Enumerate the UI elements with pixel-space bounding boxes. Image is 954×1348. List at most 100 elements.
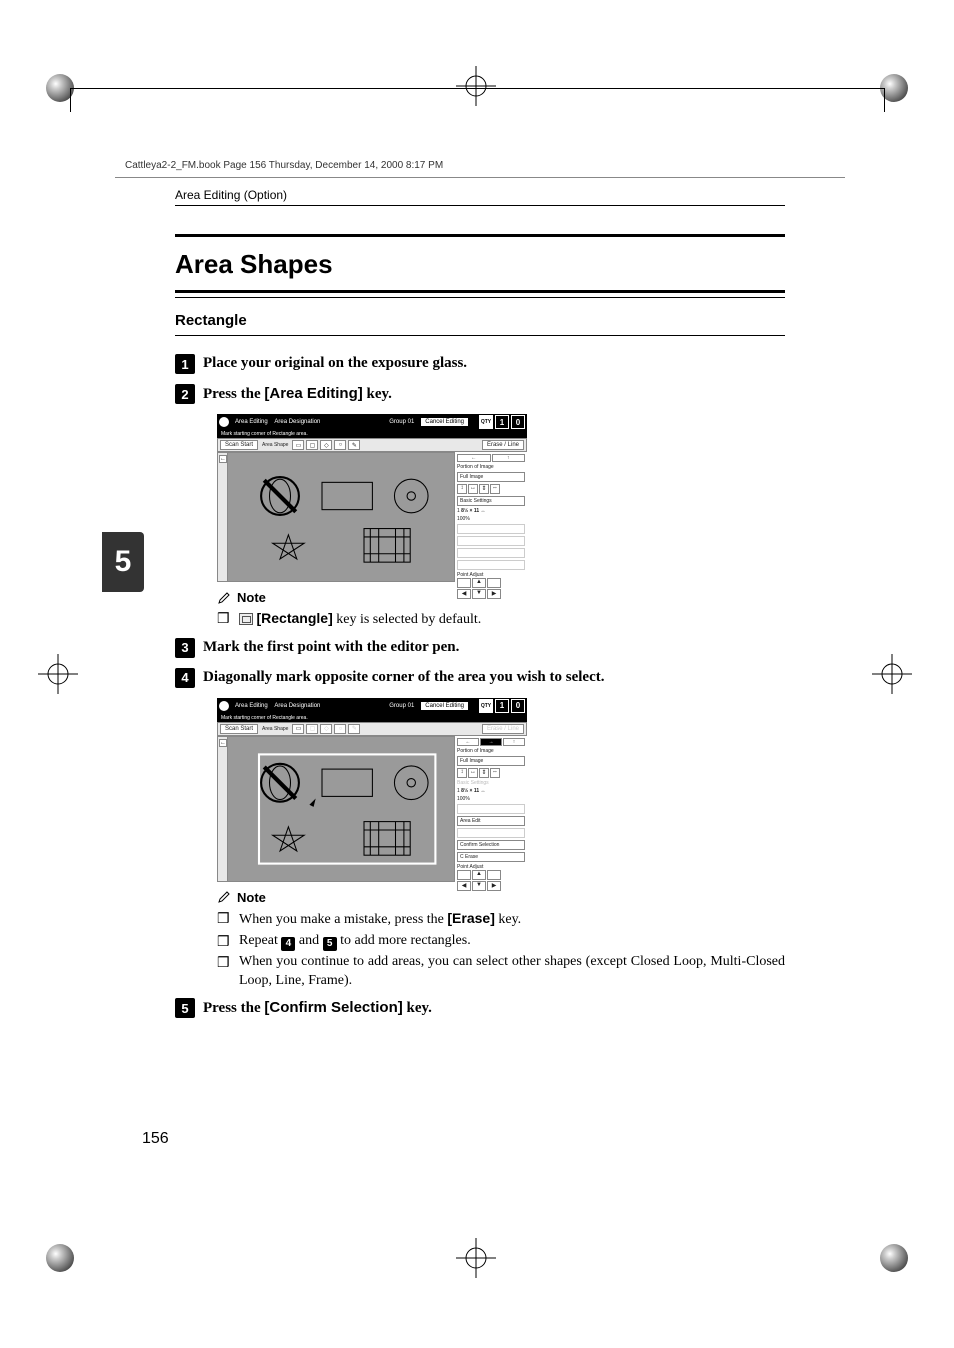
adjust-right[interactable]: ▶ (487, 589, 501, 599)
disabled-option (457, 536, 525, 546)
sample-artwork-selected (238, 743, 448, 875)
note-label: Note (237, 590, 266, 605)
adjust-left[interactable]: ◀ (457, 881, 471, 891)
step-4-text: Diagonally mark opposite corner of the a… (203, 668, 605, 686)
panel-title: Area Editing Area Designation (235, 703, 320, 709)
erase-button[interactable]: C Erase (457, 852, 525, 862)
basic-settings-label: Basic Settings (457, 780, 525, 786)
note-item: ❒ Repeat 4 and 5 to add more rectangles. (217, 932, 785, 951)
step-number-icon: 1 (175, 354, 195, 374)
regmark-bottom (456, 1238, 496, 1278)
shape-rect-button[interactable]: ▭ (292, 724, 304, 734)
step-ref-5-icon: 5 (323, 937, 337, 951)
step-number-icon: 4 (175, 668, 195, 688)
panel-sub: Mark starting corner of Rectangle area. (217, 714, 527, 722)
step-number-icon: 2 (175, 384, 195, 404)
qty-value-1: 1 (495, 415, 509, 429)
disabled-option (457, 804, 525, 814)
adjust-up[interactable]: ▲ (472, 870, 486, 880)
shape-rrect-button[interactable]: ▢ (306, 440, 318, 450)
note1-tail: key is selected by default. (333, 612, 482, 627)
adjust-up[interactable]: ▲ (472, 578, 486, 588)
erase-key-label: [Erase] (447, 910, 494, 926)
page-content: Cattleya2-2_FM.book Page 156 Thursday, D… (175, 160, 785, 1028)
subhead-rectangle: Rectangle (175, 312, 785, 329)
panel-round-icon (219, 417, 229, 427)
shape-circle-button[interactable]: ○ (334, 440, 346, 450)
rectangle-icon (239, 613, 253, 625)
step-number-icon: 5 (175, 998, 195, 1018)
disabled-option (457, 524, 525, 534)
note-item: ❒ [Rectangle] key is selected by default… (217, 609, 785, 630)
book-header-rule (115, 177, 845, 178)
note-label: Note (237, 890, 266, 905)
sample-artwork (238, 459, 448, 575)
running-head: Area Editing (Option) (175, 188, 785, 206)
step-4: 4 Diagonally mark opposite corner of the… (175, 668, 785, 688)
regmark-left (38, 654, 78, 694)
regmark-right (872, 654, 912, 694)
note-item: ❒ When you continue to add areas, you ca… (217, 953, 785, 991)
title-rule-top (175, 234, 785, 237)
step-2: 2 Press the [Area Editing] key. (175, 384, 785, 404)
page-number: 156 (142, 1130, 169, 1148)
chapter-tab: 5 (102, 532, 144, 592)
crop-line (70, 88, 884, 89)
panel-sub: Mark starting corner of Rectangle area. (217, 430, 527, 438)
qty-value-0: 0 (511, 699, 525, 713)
step-2-post: key. (363, 386, 392, 402)
screenshot-area-editing-2: Area Editing Area Designation Group 01 C… (217, 698, 785, 882)
note-block-2: Note ❒ When you make a mistake, press th… (217, 890, 785, 991)
disabled-option (457, 560, 525, 570)
full-image-button[interactable]: Full Image (457, 472, 525, 482)
step-3-text: Mark the first point with the editor pen… (203, 638, 459, 656)
portion-label: Portion of Image (457, 748, 525, 754)
panel-group: Group 01 (389, 419, 414, 425)
adjust-down[interactable]: ▼ (472, 589, 486, 599)
cancel-editing-button[interactable]: Cancel Editing (420, 701, 469, 711)
scan-start-button[interactable]: Scan Start (220, 724, 258, 734)
subhead-rule (175, 335, 785, 336)
confirm-selection-button[interactable]: Confirm Selection (457, 840, 525, 850)
adjust-right[interactable]: ▶ (487, 881, 501, 891)
adjust-down[interactable]: ▼ (472, 881, 486, 891)
erase-line-button: Erase / Line (482, 724, 524, 734)
area-shape-label: Area Shape (260, 726, 290, 732)
pencil-icon (217, 890, 231, 904)
cancel-editing-button[interactable]: Cancel Editing (420, 417, 469, 427)
area-edit-button[interactable]: Area Edit (457, 816, 525, 826)
adjust-left[interactable]: ◀ (457, 589, 471, 599)
shape-poly-button: ◇ (320, 724, 332, 734)
crop-line (70, 88, 71, 112)
step-3: 3 Mark the first point with the editor p… (175, 638, 785, 658)
step-5: 5 Press the [Confirm Selection] key. (175, 998, 785, 1018)
panel-title: Area Editing Area Designation (235, 419, 320, 425)
erase-line-button[interactable]: Erase / Line (482, 440, 524, 450)
area-editing-key-label: [Area Editing] (264, 385, 362, 402)
rectangle-key-label: [Rectangle] (257, 610, 333, 626)
qty-value-1: 1 (495, 699, 509, 713)
full-image-button[interactable]: Full Image (457, 756, 525, 766)
step-2-text: Press the [Area Editing] key. (203, 384, 392, 403)
step-number-icon: 3 (175, 638, 195, 658)
disabled-option (457, 828, 525, 838)
step-1: 1 Place your original on the exposure gl… (175, 354, 785, 374)
title-rule-mid (175, 290, 785, 293)
shape-rrect-button: ▢ (306, 724, 318, 734)
panel-canvas[interactable]: ← (217, 452, 455, 582)
panel-canvas[interactable]: ← (217, 736, 455, 882)
shape-rect-button[interactable]: ▭ (292, 440, 304, 450)
note-item: ❒ When you make a mistake, press the [Er… (217, 909, 785, 930)
panel-round-icon (219, 701, 229, 711)
portion-label: Portion of Image (457, 464, 525, 470)
qty-value-0: 0 (511, 415, 525, 429)
scan-start-button[interactable]: Scan Start (220, 440, 258, 450)
shape-poly-button[interactable]: ◇ (320, 440, 332, 450)
regmark-top (456, 66, 496, 106)
step-5-text: Press the [Confirm Selection] key. (203, 998, 432, 1017)
screenshot-area-editing-1: Area Editing Area Designation Group 01 C… (217, 414, 785, 582)
step-1-text: Place your original on the exposure glas… (203, 354, 467, 372)
shape-free-button[interactable]: ✎ (348, 440, 360, 450)
crop-ball-br (880, 1244, 908, 1272)
crop-line (884, 88, 885, 112)
